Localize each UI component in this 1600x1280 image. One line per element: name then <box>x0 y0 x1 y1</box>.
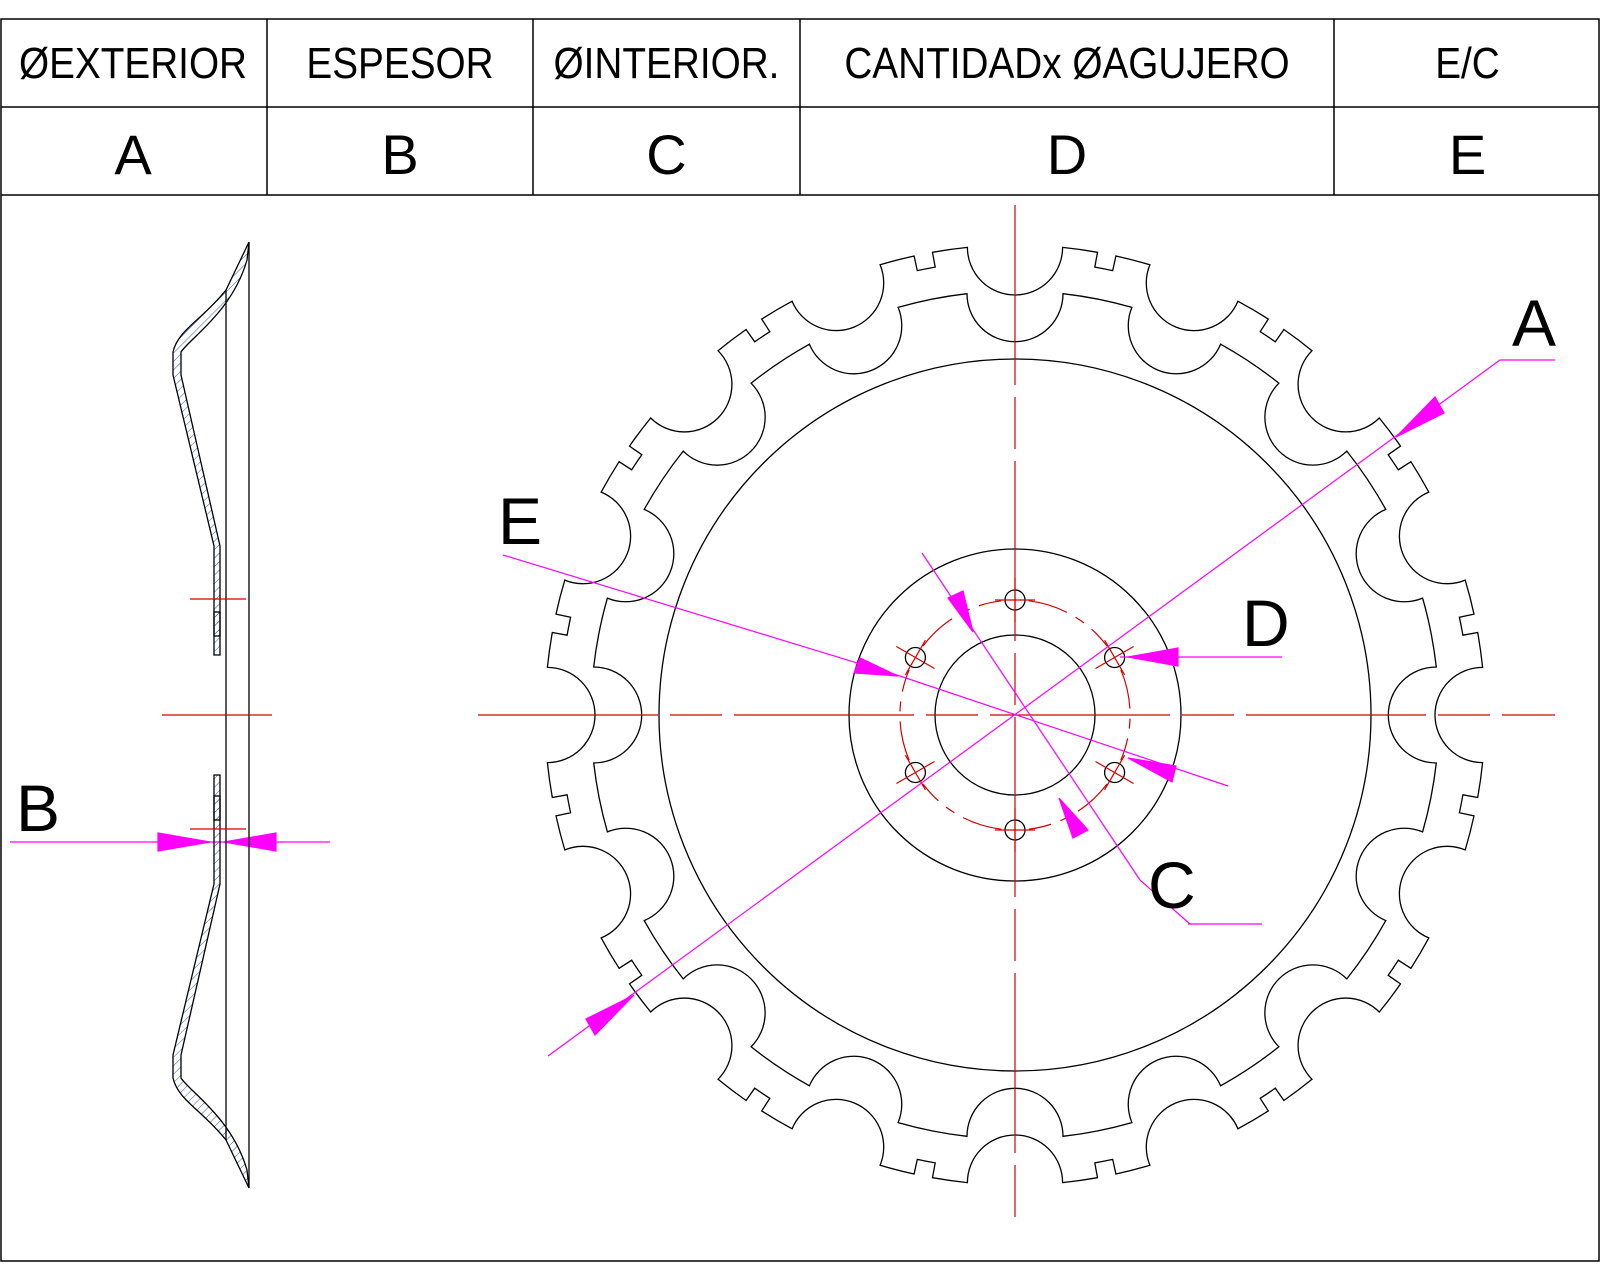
bolt-circle-arc <box>1028 600 1108 647</box>
dim-arrow-a-bottom <box>585 994 635 1036</box>
side-center-lines <box>162 598 272 830</box>
dim-arrow-b-left <box>157 832 211 852</box>
header-letter-a: A <box>114 122 152 186</box>
bolt-cross-tick <box>1104 754 1126 791</box>
bolt-hole <box>904 761 927 784</box>
bolt-circle-arc <box>1028 783 1108 830</box>
dim-arrow-a-top <box>1395 396 1445 438</box>
bolt-cross-tick <box>904 754 926 791</box>
bolt-hole <box>904 646 927 669</box>
dim-arrow-d <box>1127 647 1179 667</box>
bolt-hole-section-bottom <box>213 795 221 821</box>
dim-arrow-b-right <box>223 832 277 852</box>
header-col-interior-diameter: ØINTERIOR. <box>553 39 780 88</box>
dimension-lines <box>10 359 1555 1057</box>
outer-rim-inner-edge <box>592 292 1438 1138</box>
label-d-hole-pattern: D <box>1242 586 1290 660</box>
bolt-circle-arc <box>922 783 1002 830</box>
label-c-inner-diameter: C <box>1148 848 1196 922</box>
header-col-hole-quantity: CANTIDADx ØAGUJERO <box>844 39 1290 88</box>
header-col-ec: E/C <box>1435 39 1500 88</box>
header-table-grid <box>0 18 1600 1262</box>
header-col-thickness: ESPESOR <box>306 39 494 88</box>
header-letter-e: E <box>1448 122 1487 186</box>
bolt-circle-arc <box>922 600 1002 647</box>
label-a-outer-diameter: A <box>1512 286 1557 360</box>
dim-arrow-c-top <box>947 590 974 633</box>
header-col-exterior-diameter: ØEXTERIOR <box>18 39 248 88</box>
dim-arrow-c-bottom <box>1058 797 1089 839</box>
header-letter-d: D <box>1046 122 1088 186</box>
bolt-cross-tick <box>904 639 926 676</box>
dim-arrow-e <box>853 657 899 677</box>
header-letter-b: B <box>381 122 419 186</box>
header-letter-c: C <box>646 122 687 186</box>
label-e-bolt-circle: E <box>498 484 543 558</box>
bolt-hole-section-top <box>213 611 221 637</box>
bolt-center-ticks <box>896 578 1134 852</box>
bolt-hole <box>1103 761 1126 784</box>
notched-outer-edge <box>546 246 1484 1184</box>
section-profile <box>172 241 250 656</box>
bolt-circle-arc <box>899 669 910 761</box>
label-b-thickness: B <box>16 771 61 845</box>
section-profile-lower <box>172 774 250 1189</box>
dim-arrow-hub <box>1127 757 1177 783</box>
